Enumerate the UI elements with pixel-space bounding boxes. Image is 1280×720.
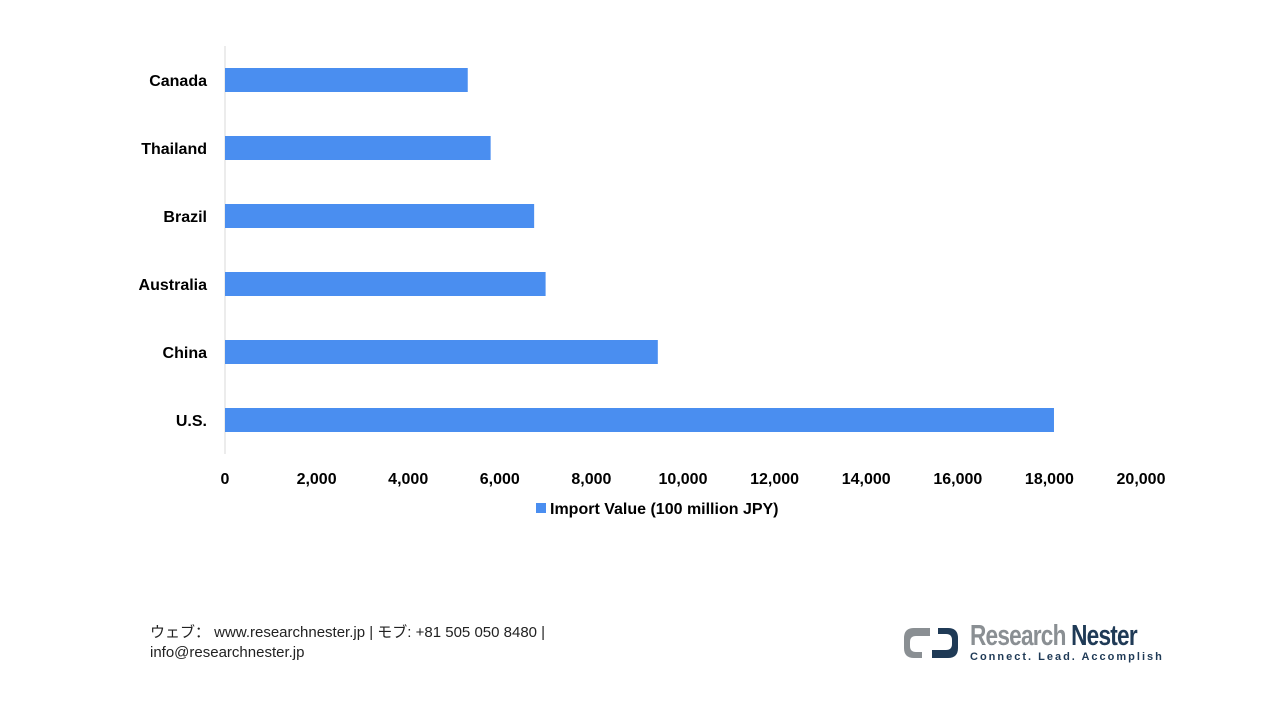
logo-wordmark: Research Nester: [970, 620, 1138, 653]
contact-footer: ウェブ： www.researchnester.jp | モブ: +81 505…: [150, 623, 545, 663]
legend: Import Value (100 million JPY): [536, 501, 779, 518]
category-label: U.S.: [176, 413, 207, 430]
contact-line-web-phone: ウェブ： www.researchnester.jp | モブ: +81 505…: [150, 624, 546, 641]
logo-word-nester: Nester: [1071, 620, 1138, 652]
bar-brazil: [225, 204, 535, 228]
x-tick-label: 14,000: [842, 471, 891, 488]
category-label: Brazil: [163, 209, 207, 226]
logo-word-research: Research: [970, 620, 1066, 652]
x-tick-label: 18,000: [1025, 471, 1074, 488]
category-label: Thailand: [141, 141, 207, 158]
bar-thailand: [225, 136, 491, 160]
x-tick-labels: 0 2,000 4,000 6,000 8,000 10,000 12,000 14,000 1…: [221, 471, 1166, 488]
legend-swatch: [536, 503, 546, 513]
bar-china: [225, 340, 658, 364]
bar-u-s: [225, 408, 1054, 432]
x-tick-label: 16,000: [933, 471, 982, 488]
x-tick-label: 4,000: [388, 471, 428, 488]
x-tick-label: 20,000: [1117, 471, 1166, 488]
category-label: Canada: [149, 73, 207, 90]
bar-australia: [225, 272, 546, 296]
contact-line-email: info@researchnester.jp: [150, 644, 305, 661]
x-tick-label: 6,000: [480, 471, 520, 488]
bar-canada: [225, 68, 468, 92]
bar-chart: Canada Thailand Brazil Australia China U.S. 0…: [139, 46, 1166, 518]
research-nester-logo: Research Nester Connect. Lead. Accomplis…: [900, 620, 1162, 666]
x-tick-label: 2,000: [297, 471, 337, 488]
x-tick-label: 0: [221, 471, 230, 488]
legend-label: Import Value (100 million JPY): [550, 501, 779, 518]
category-labels: Canada Thailand Brazil Australia China U.S.: [139, 73, 208, 430]
bars: [225, 68, 1054, 432]
x-tick-label: 10,000: [659, 471, 708, 488]
category-label: China: [163, 345, 208, 362]
x-tick-label: 8,000: [571, 471, 611, 488]
logo-tagline: Connect. Lead. Accomplish: [970, 651, 1164, 663]
category-label: Australia: [139, 277, 208, 294]
logo-mark-icon: [904, 628, 958, 658]
x-tick-label: 12,000: [750, 471, 799, 488]
